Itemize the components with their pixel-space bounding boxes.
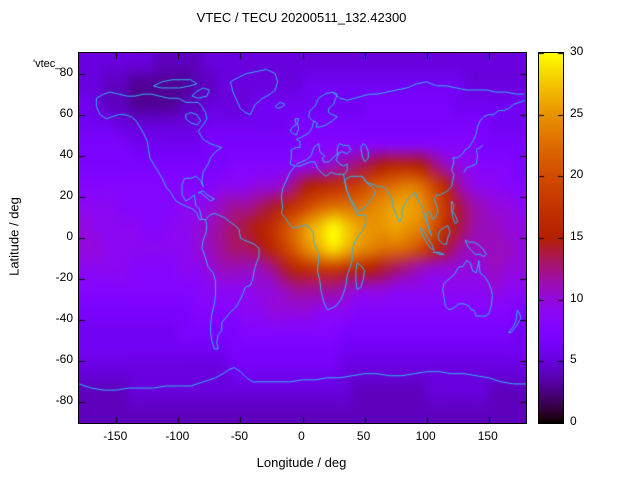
- x-tick-label: -50: [230, 429, 249, 443]
- y-axis-label: Latitude / deg: [6, 197, 22, 276]
- x-tick-label: 50: [356, 429, 371, 443]
- y-tick-label: -20: [55, 270, 73, 285]
- x-tick-label: -150: [103, 429, 128, 443]
- x-axis-label: Longitude / deg: [256, 455, 347, 470]
- y-tick-label: 60: [59, 105, 73, 120]
- x-tick-label: 0: [298, 429, 305, 443]
- colorbar-tick-label: 25: [570, 105, 584, 120]
- x-tick-label: 150: [477, 429, 498, 443]
- y-tick-label: 0: [66, 229, 73, 243]
- y-tick-label: 40: [59, 146, 73, 161]
- colorbar-tick-label: 30: [570, 44, 584, 58]
- plot-area: [78, 52, 527, 424]
- plot-key-label: 'vtec_: [33, 58, 62, 70]
- colorbar: [538, 52, 564, 424]
- x-tick-label: -100: [165, 429, 190, 443]
- vtec-heatmap-canvas: [79, 53, 526, 423]
- y-tick-label: -40: [55, 311, 73, 326]
- colorbar-tick-label: 5: [570, 352, 577, 367]
- y-tick-label: 80: [59, 64, 73, 79]
- chart-title: VTEC / TECU 20200511_132.42300: [196, 10, 407, 25]
- colorbar-tick-label: 0: [570, 414, 577, 428]
- colorbar-canvas: [539, 53, 563, 423]
- colorbar-tick-label: 10: [570, 290, 584, 305]
- colorbar-tick-label: 15: [570, 229, 584, 243]
- y-tick-label: 20: [59, 187, 73, 202]
- x-tick-label: 100: [415, 429, 436, 443]
- y-tick-label: -60: [55, 352, 73, 367]
- y-tick-label: -80: [55, 393, 73, 408]
- colorbar-tick-label: 20: [570, 167, 584, 182]
